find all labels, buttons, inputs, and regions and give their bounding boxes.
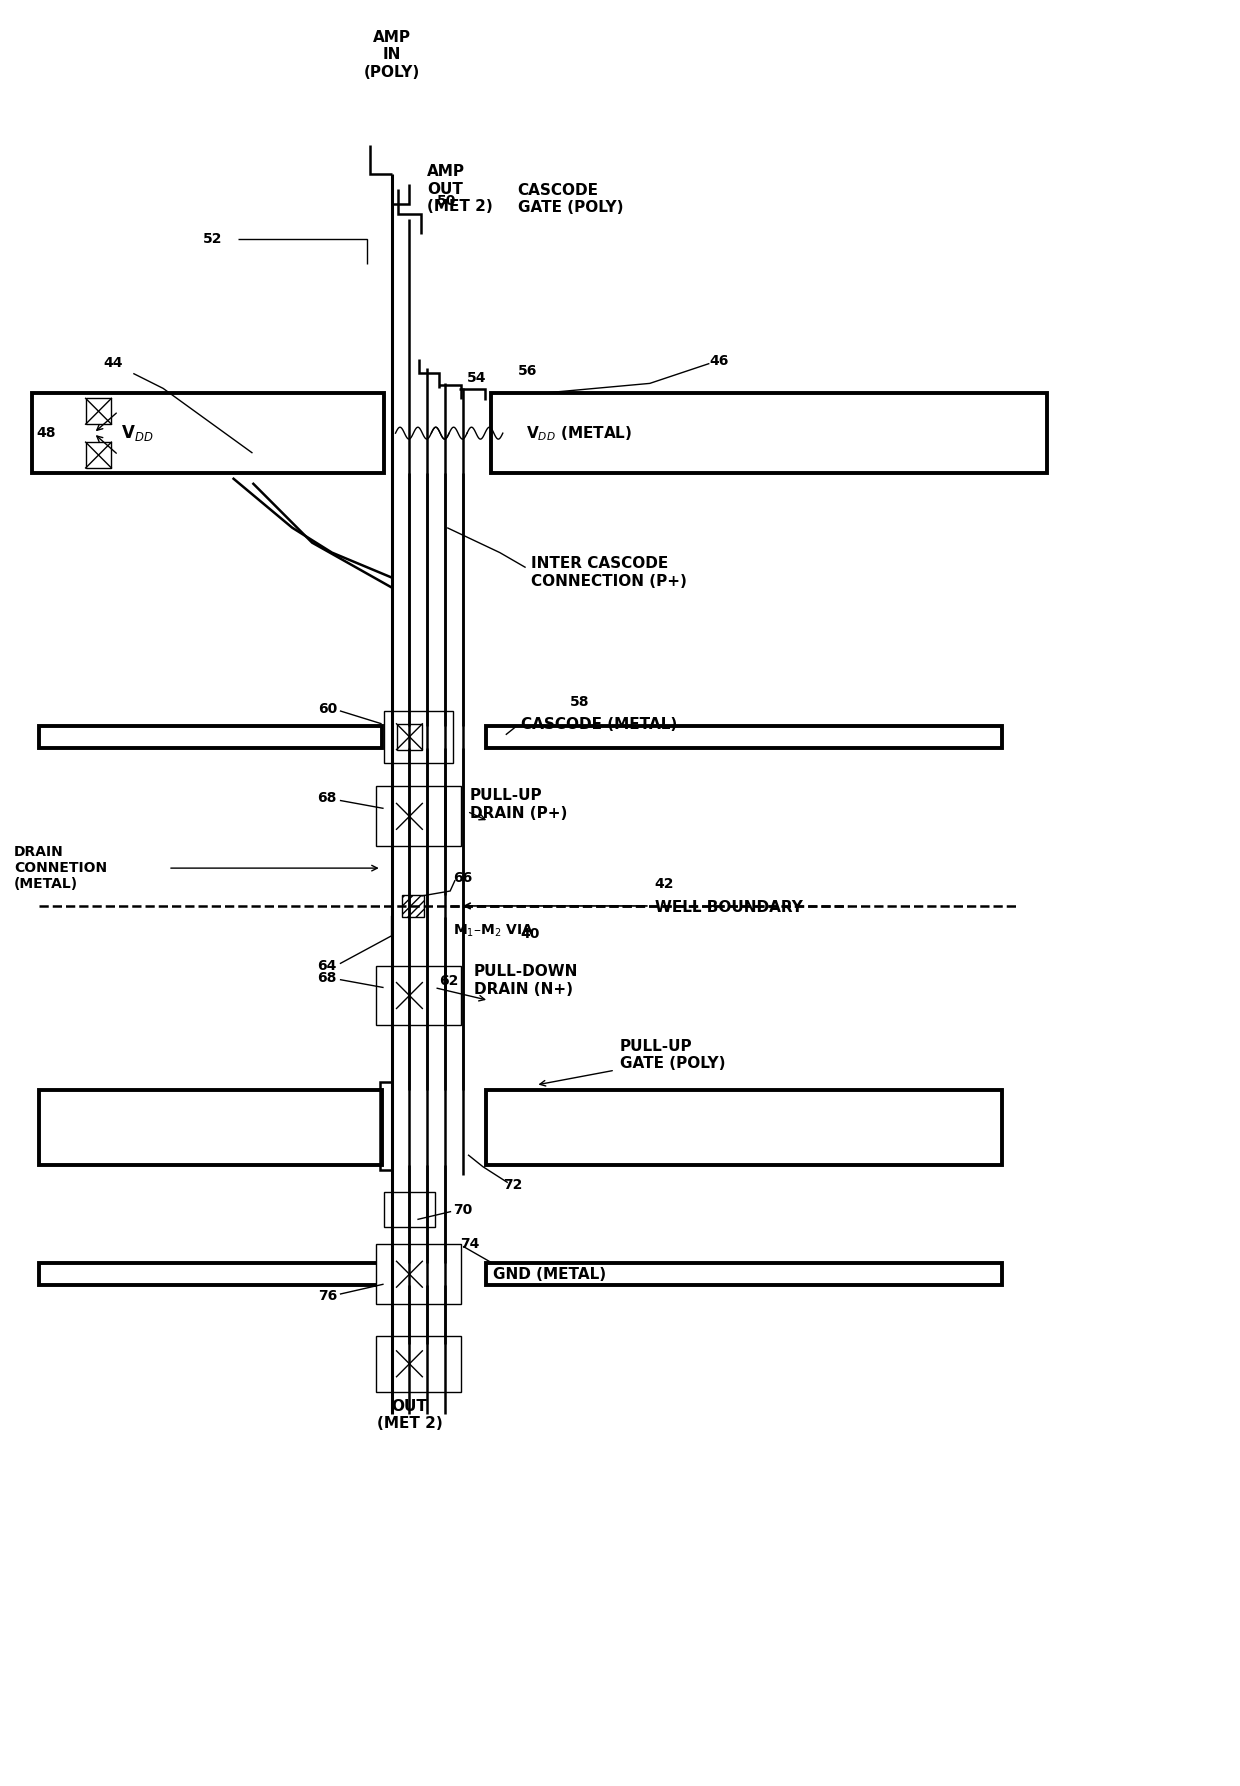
Bar [491, 393, 1047, 473]
Text: 76: 76 [317, 1289, 337, 1304]
Text: 48: 48 [36, 427, 56, 439]
Text: 54: 54 [467, 371, 486, 386]
Text: INTER CASCODE
CONNECTION (P+): INTER CASCODE CONNECTION (P+) [531, 555, 687, 589]
Text: 60: 60 [317, 702, 337, 716]
Text: PULL-DOWN
DRAIN (N+): PULL-DOWN DRAIN (N+) [474, 964, 578, 997]
Bar [32, 393, 383, 473]
Bar [486, 1263, 1002, 1286]
Bar [486, 725, 1002, 748]
Text: 44: 44 [103, 357, 123, 370]
Bar [383, 1191, 435, 1227]
Text: DRAIN
CONNETION
(METAL): DRAIN CONNETION (METAL) [14, 845, 107, 891]
Text: AMP
OUT
(MET 2): AMP OUT (MET 2) [428, 164, 494, 214]
Text: CASCODE (METAL): CASCODE (METAL) [521, 718, 677, 732]
Text: 56: 56 [517, 364, 537, 379]
Bar [397, 1350, 423, 1377]
Text: CASCODE
GATE (POLY): CASCODE GATE (POLY) [517, 182, 624, 216]
Text: 68: 68 [317, 970, 337, 984]
Bar [38, 1263, 382, 1286]
Bar [376, 966, 461, 1025]
Text: V$_{DD}$ (METAL): V$_{DD}$ (METAL) [526, 423, 632, 443]
Text: 46: 46 [709, 354, 729, 368]
Bar [86, 443, 112, 468]
Text: 66: 66 [453, 872, 472, 886]
Bar [38, 1089, 382, 1164]
Text: 62: 62 [439, 973, 459, 988]
Text: WELL BOUNDARY: WELL BOUNDARY [655, 900, 802, 916]
Bar [486, 1089, 1002, 1164]
Bar [376, 1245, 461, 1304]
Bar [383, 973, 453, 1018]
Bar [38, 725, 382, 748]
Text: OUT
(MET 2): OUT (MET 2) [377, 1398, 443, 1431]
Text: PULL-UP
DRAIN (P+): PULL-UP DRAIN (P+) [470, 788, 568, 820]
Text: 70: 70 [453, 1202, 472, 1216]
Bar [383, 1252, 453, 1297]
Bar [86, 398, 112, 425]
Text: 52: 52 [203, 232, 222, 246]
Text: 72: 72 [502, 1177, 522, 1191]
Text: M$_1$–M$_2$ VIA: M$_1$–M$_2$ VIA [453, 923, 534, 939]
Bar [383, 795, 453, 838]
Bar [383, 1343, 453, 1384]
Text: 58: 58 [570, 695, 590, 709]
Bar [397, 1261, 423, 1288]
Bar [403, 895, 424, 916]
Text: AMP
IN
(POLY): AMP IN (POLY) [363, 30, 419, 80]
Text: 74: 74 [460, 1238, 480, 1252]
Text: 64: 64 [317, 959, 337, 973]
Text: GND (METAL): GND (METAL) [492, 1266, 606, 1282]
Text: 50: 50 [438, 195, 456, 209]
Bar [397, 723, 423, 750]
Text: 42: 42 [655, 877, 675, 891]
Text: 40: 40 [521, 927, 541, 941]
Text: V$_{DD}$: V$_{DD}$ [122, 423, 154, 443]
Text: PULL-UP
GATE (POLY): PULL-UP GATE (POLY) [620, 1039, 725, 1072]
Bar [383, 711, 453, 763]
Bar [397, 982, 423, 1009]
Text: 68: 68 [317, 791, 337, 805]
Bar [376, 786, 461, 847]
Bar [397, 804, 423, 829]
Bar [376, 1336, 461, 1391]
